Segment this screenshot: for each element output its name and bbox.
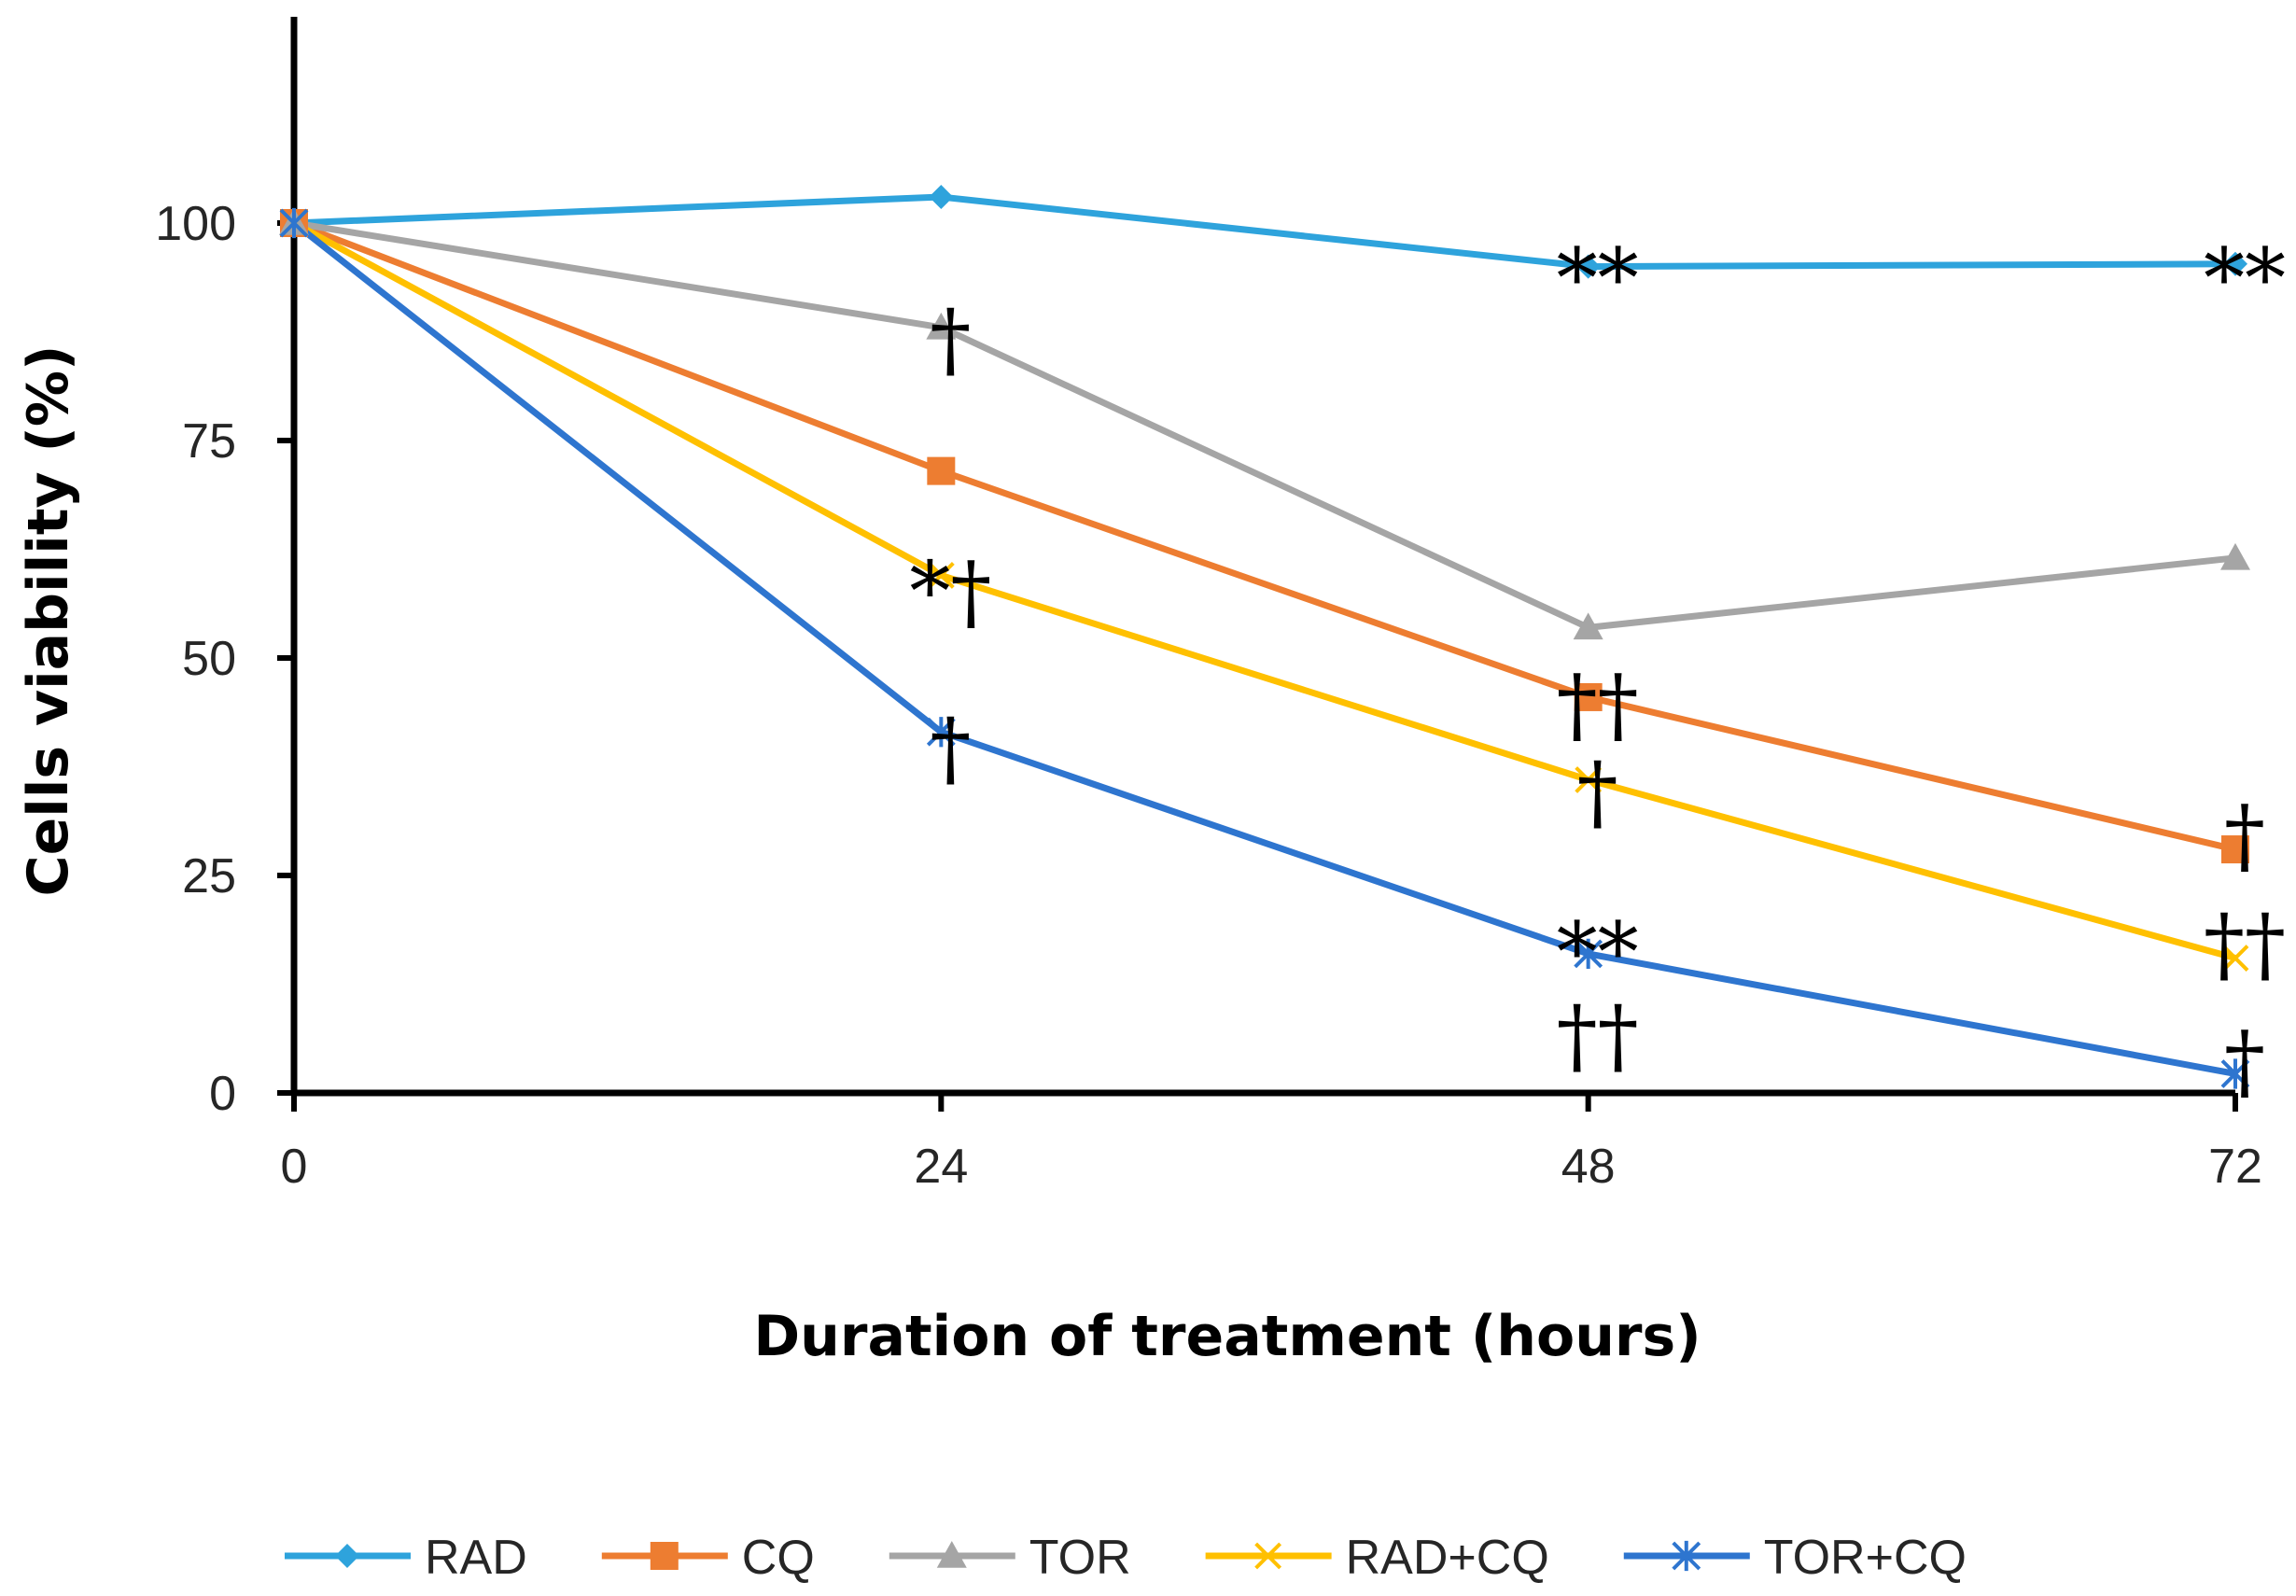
significance-annotation: †	[2224, 1014, 2265, 1110]
significance-annotation: *†	[909, 543, 991, 639]
legend-label: CQ	[742, 1531, 815, 1585]
data-point-cq	[927, 456, 956, 485]
series-line-rad-cq	[292, 219, 2236, 961]
x-tick-label: 72	[2208, 1140, 2262, 1194]
legend: RAD CQ TOR RAD+CQ TOR+CQ	[285, 1531, 1967, 1585]
significance-annotation: †	[930, 291, 971, 387]
data-point-tor-cq	[1574, 938, 1603, 969]
data-point-tor-cq	[279, 207, 309, 239]
data-point-tor-cq	[2220, 1058, 2250, 1089]
legend-label: RAD+CQ	[1346, 1531, 1549, 1585]
legend-swatch-marker	[650, 1542, 679, 1570]
legend-label: RAD	[425, 1531, 527, 1585]
legend-item-rad: RAD	[285, 1531, 527, 1585]
data-point-rad	[2223, 251, 2247, 276]
significance-annotation: **	[1557, 904, 1639, 1001]
legend-label: TOR+CQ	[1764, 1531, 1967, 1585]
legend-swatch-marker	[936, 1541, 967, 1568]
data-point-rad	[929, 185, 954, 210]
y-tick-label: 25	[182, 849, 236, 903]
significance-annotation: †	[2224, 787, 2265, 883]
data-point-cq	[2221, 835, 2249, 864]
data-point-rad-cq	[927, 562, 955, 589]
data-point-tor	[2220, 542, 2250, 570]
legend-swatch-marker	[1672, 1540, 1701, 1572]
axes	[290, 17, 2235, 1097]
data-point-tor-cq	[926, 717, 956, 748]
legend-item-tor-cq: TOR+CQ	[1623, 1531, 1967, 1585]
legend-label: TOR	[1029, 1531, 1131, 1585]
y-axis-title: Cells viability (%)	[16, 345, 81, 897]
significance-annotations: ** **†*††††††††**†† †	[909, 231, 2286, 1110]
legend-swatch-marker	[1254, 1542, 1282, 1570]
data-point-rad	[1575, 254, 1601, 279]
series-line-cq	[292, 219, 2236, 853]
x-tick-label: 48	[1561, 1140, 1616, 1194]
series-lines	[291, 193, 2236, 1077]
data-point-tor	[926, 312, 957, 340]
significance-annotation: †	[930, 700, 971, 796]
legend-swatch-marker	[335, 1544, 359, 1568]
series-line-tor	[293, 219, 2236, 631]
y-tick-label: 75	[182, 414, 236, 469]
legend-item-cq: CQ	[601, 1531, 815, 1585]
data-point-tor	[1573, 612, 1603, 640]
ticks: 0 25 50 75 100 0 24 48 72	[155, 197, 2262, 1194]
y-tick-label: 100	[155, 197, 236, 251]
series-markers	[279, 185, 2250, 1089]
y-tick-label: 50	[182, 632, 236, 686]
data-point-rad-cq	[2221, 945, 2249, 972]
x-tick-label: 24	[914, 1140, 968, 1194]
significance-annotation: ††	[1557, 987, 1639, 1084]
data-point-cq	[1574, 682, 1603, 711]
significance-annotation: †	[1577, 744, 1618, 840]
x-axis-title: Duration of treatment (hours)	[753, 1304, 1701, 1369]
data-point-rad-cq	[1575, 766, 1603, 793]
legend-item-rad-cq: RAD+CQ	[1205, 1531, 1549, 1585]
x-tick-label: 0	[281, 1140, 308, 1194]
significance-annotation: **	[2204, 231, 2286, 327]
significance-annotation: **	[1557, 231, 1639, 327]
series-line-rad	[293, 193, 2236, 271]
significance-annotation: ††	[1557, 657, 1639, 753]
significance-annotation: ††	[2204, 896, 2286, 992]
y-tick-label: 0	[209, 1067, 236, 1121]
legend-item-tor: TOR	[889, 1531, 1131, 1585]
series-line-tor-cq	[291, 220, 2236, 1077]
